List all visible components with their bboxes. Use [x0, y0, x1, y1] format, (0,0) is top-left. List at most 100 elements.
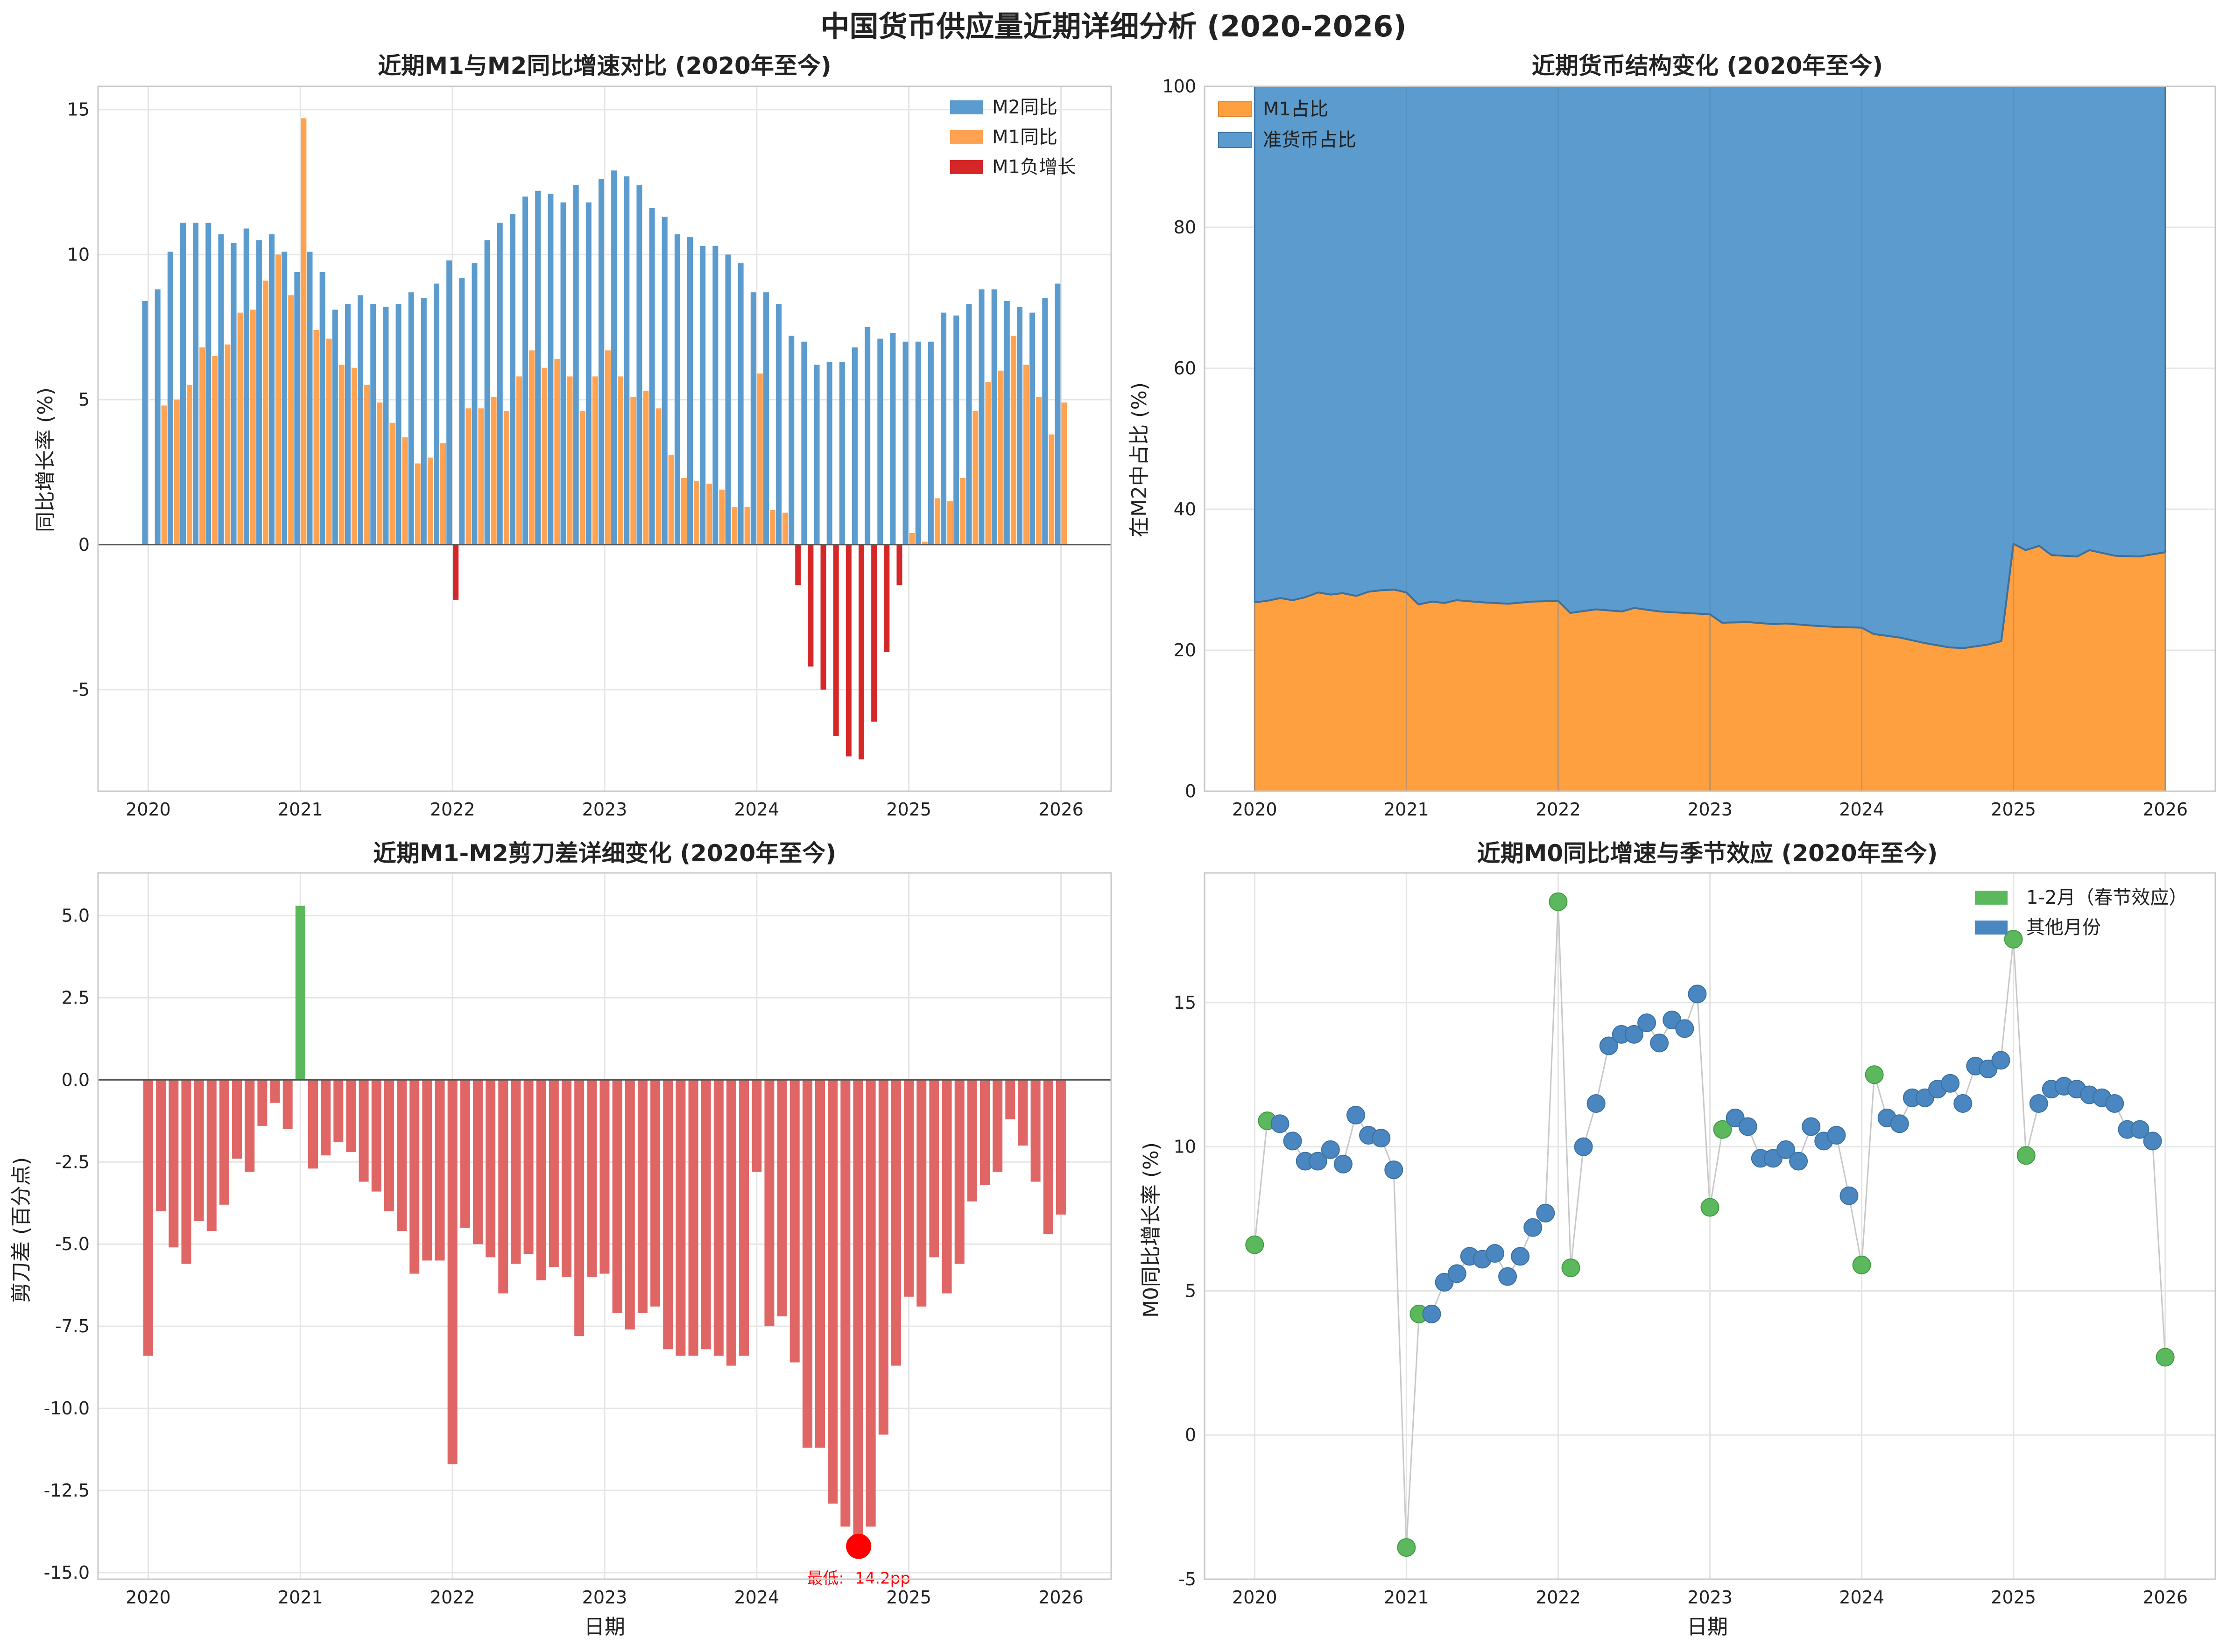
plot-frame — [97, 872, 1112, 1580]
spread-negative-bar — [206, 1080, 217, 1231]
x-tick-label: 2023 — [582, 799, 627, 820]
y-tick-label: 0 — [1185, 1425, 1196, 1445]
m1-bar — [985, 382, 991, 545]
spread-negative-bar — [612, 1080, 622, 1313]
m2-bar — [243, 228, 249, 545]
m2-bar — [662, 217, 668, 545]
m1-bar — [1049, 434, 1055, 545]
panel-m1-m2-spread: 近期M1-M2剪刀差详细变化 (2020年至今) 剪刀差 (百分点) 日期 -1… — [9, 840, 1112, 1639]
spread-negative-bar — [409, 1080, 420, 1274]
m1-bar — [225, 344, 231, 545]
m1-bar — [377, 402, 383, 545]
legend-label: M1负增长 — [992, 156, 1076, 178]
m2-bar — [421, 298, 427, 545]
x-tick-label: 2021 — [278, 1587, 323, 1608]
m0-festival-point — [1561, 1258, 1580, 1278]
m2-bar — [180, 223, 186, 545]
legend-label: 其他月份 — [2026, 917, 2101, 938]
m2-bar — [509, 214, 515, 545]
y-tick-label: 20 — [1174, 640, 1196, 661]
spread-negative-bar — [219, 1080, 229, 1205]
x-tick-label: 2020 — [126, 1587, 171, 1608]
x-tick-label: 2023 — [1687, 799, 1733, 820]
x-tick-label: 2021 — [1384, 799, 1429, 820]
spread-negative-bar — [245, 1080, 255, 1172]
m0-point — [1485, 1244, 1504, 1263]
m1-bar — [465, 408, 472, 545]
spread-negative-bar — [980, 1080, 990, 1185]
m1-bar — [402, 437, 408, 545]
m1m2-plot-area: -5 0 5 10 15 2020 2021 2022 2023 2024 2025 2026 M2同比… — [67, 85, 1112, 820]
legend-swatch — [950, 100, 983, 114]
m2-bar — [358, 295, 364, 545]
spread-negative-bar — [739, 1080, 749, 1356]
m2-bar — [585, 202, 592, 545]
y-tick-label: 5.0 — [62, 905, 90, 926]
x-tick-label: 2025 — [1991, 1587, 2036, 1608]
m1-negative-bar — [808, 544, 814, 667]
m0-point — [1802, 1117, 1821, 1136]
legend-label: M1同比 — [992, 127, 1057, 148]
x-tick-label: 2021 — [1384, 1587, 1429, 1608]
m0-point — [1738, 1117, 1757, 1136]
x-tick-label: 2022 — [430, 1587, 475, 1608]
x-tick-label: 2020 — [1232, 799, 1277, 820]
spread-negative-bar — [460, 1080, 470, 1228]
m1-bar — [516, 376, 522, 545]
m1-bar — [567, 376, 573, 545]
m1-bar — [529, 350, 535, 545]
spread-negative-bar — [359, 1080, 369, 1182]
m2-bar — [269, 234, 275, 545]
spread-negative-bar — [789, 1080, 800, 1363]
m1-bar — [389, 422, 395, 545]
m1m2-ylabel: 同比增长率 (%) — [34, 387, 57, 532]
m2-bar — [1004, 301, 1010, 545]
y-tick-label: 10 — [1174, 1137, 1196, 1157]
spread-negative-bar — [650, 1080, 661, 1307]
m2-bar — [408, 292, 414, 545]
m2-bar — [484, 240, 490, 545]
m2-bar — [1029, 312, 1036, 545]
m2-bar — [801, 341, 807, 545]
m1-bar — [1023, 365, 1029, 545]
m0-point — [1523, 1218, 1543, 1237]
m1-bar — [706, 484, 712, 545]
m0-point — [2130, 1120, 2149, 1139]
m1-bar — [960, 478, 966, 545]
m2-bar — [535, 190, 541, 545]
spread-title: 近期M1-M2剪刀差详细变化 (2020年至今) — [373, 840, 836, 867]
spread-negative-bar — [257, 1080, 268, 1126]
m0-point — [1941, 1074, 1960, 1093]
m2-bar — [1016, 307, 1022, 545]
m1-bar — [630, 396, 636, 545]
m2-bar — [497, 223, 503, 545]
m1-bar — [1036, 396, 1042, 545]
m1-bar — [542, 367, 548, 545]
m2-bar — [839, 362, 845, 545]
spread-negative-bar — [764, 1080, 775, 1327]
m2-bar — [700, 246, 706, 545]
y-tick-label: -15.0 — [44, 1562, 90, 1583]
spread-negative-bar — [523, 1080, 534, 1254]
legend-label: 1-2月（春节效应） — [2026, 887, 2187, 908]
m1-bar — [262, 281, 268, 545]
m1-bar — [732, 507, 738, 545]
spread-negative-bar — [384, 1080, 394, 1211]
m1-bar — [351, 367, 357, 545]
spread-negative-bar — [663, 1080, 673, 1350]
x-tick-label: 2024 — [1839, 1587, 1884, 1608]
m2-bar — [282, 252, 288, 545]
m0-point — [1953, 1094, 1973, 1113]
m1-negative-bar — [820, 544, 826, 690]
m2-bar — [560, 202, 566, 545]
spread-negative-bar — [169, 1080, 179, 1248]
x-tick-label: 2022 — [430, 799, 475, 820]
m1-bar — [769, 510, 775, 545]
m1-bar — [491, 396, 497, 545]
spread-negative-bar — [447, 1080, 458, 1464]
m1-bar — [934, 498, 940, 545]
legend-swatch — [950, 160, 983, 174]
m0-point — [1675, 1019, 1694, 1038]
m1-bar — [212, 356, 218, 545]
m2-bar — [852, 347, 858, 545]
